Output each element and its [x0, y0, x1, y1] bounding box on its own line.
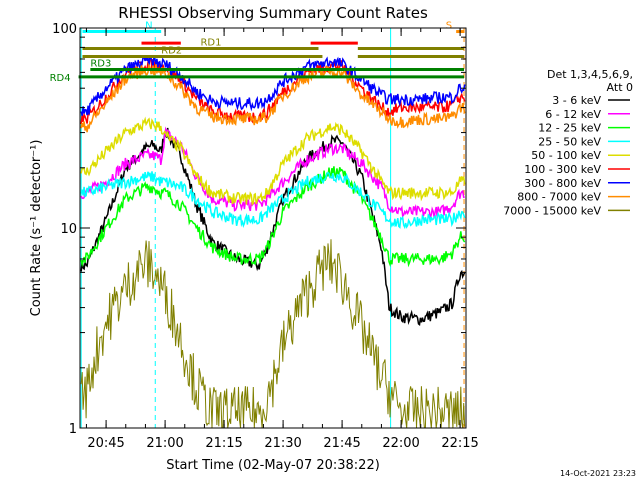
flag-label-s: S — [446, 21, 452, 32]
y-axis-label: Count Rate (s⁻¹ detector⁻¹) — [29, 140, 44, 317]
legend-label-8: 7000 - 15000 keV — [503, 204, 601, 217]
x-tick-label-2: 21:15 — [205, 436, 242, 451]
series-line-7 — [80, 62, 466, 133]
x-tick-label-1: 21:00 — [146, 436, 183, 451]
y-tick-label-0: 1 — [69, 422, 77, 437]
y-tick-label-1: 10 — [60, 222, 77, 237]
x-tick-label-0: 20:45 — [87, 436, 124, 451]
flag-bars: N S RD1 RD2 RD3 RD4 — [50, 21, 465, 84]
chart-title: RHESSI Observing Summary Count Rates — [118, 4, 428, 22]
x-axis-label: Start Time (02-May-07 20:38:22) — [166, 458, 380, 473]
legend-label-4: 50 - 100 keV — [531, 149, 601, 162]
y-tick-label-2: 100 — [52, 22, 77, 37]
x-tick-label-6: 22:15 — [441, 436, 478, 451]
series-line-8 — [80, 239, 466, 429]
x-tick-label-3: 21:30 — [264, 436, 301, 451]
legend-label-6: 300 - 800 keV — [524, 177, 601, 190]
flag-label-rd2: RD2 — [161, 46, 182, 57]
legend-header-0: Det 1,3,4,5,6,9, — [547, 68, 633, 81]
footer-date: 14-Oct-2021 23:23 — [560, 469, 636, 478]
x-tick-label-4: 21:45 — [323, 436, 360, 451]
series-line-1 — [80, 126, 465, 219]
legend-label-7: 800 - 7000 keV — [517, 191, 601, 204]
legend-label-5: 100 - 300 keV — [524, 163, 601, 176]
axes: 1 10 100 20:45 21:00 21:15 21:30 21:45 22:00 22:1… — [52, 22, 479, 451]
legend-header-1: Att 0 — [607, 81, 633, 94]
legend-label-0: 3 - 6 keV — [552, 94, 601, 107]
series-line-4 — [80, 116, 466, 206]
flag-label-rd1: RD1 — [200, 37, 221, 48]
flag-label-rd3: RD3 — [90, 59, 111, 70]
flag-label-rd4: RD4 — [50, 73, 71, 84]
series-line-3 — [80, 171, 466, 230]
legend-label-2: 12 - 25 keV — [538, 122, 601, 135]
x-tick-label-5: 22:00 — [382, 436, 419, 451]
legend-label-1: 6 - 12 keV — [545, 108, 601, 121]
series-line-6 — [80, 55, 466, 116]
series-line-2 — [80, 166, 466, 268]
legend-label-3: 25 - 50 keV — [538, 135, 601, 148]
flag-label-n: N — [145, 21, 152, 32]
series-lines — [80, 55, 466, 429]
